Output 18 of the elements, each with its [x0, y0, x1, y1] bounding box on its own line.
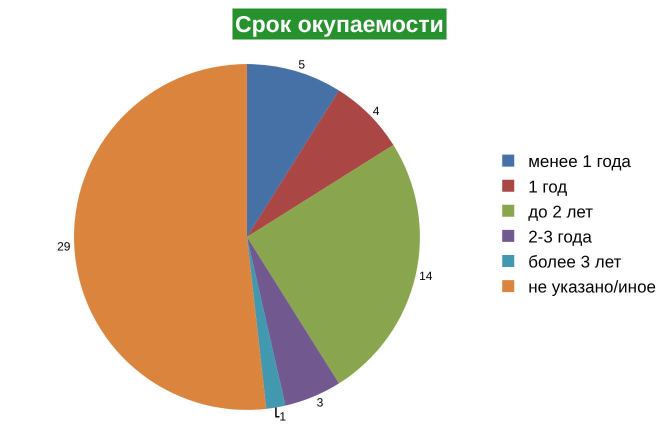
legend-label: более 3 лет	[528, 252, 622, 272]
legend-label: не указано/иное	[528, 278, 656, 297]
data-label: 3	[316, 396, 324, 410]
data-label: 14	[419, 268, 433, 283]
data-label: 29	[57, 240, 71, 254]
chart-title: Срок окупаемости	[235, 11, 444, 37]
data-label: 1	[279, 410, 286, 424]
data-label: 5	[298, 57, 306, 72]
legend-label: 1 год	[528, 177, 568, 196]
pie-slice	[246, 144, 420, 384]
pie-slice	[246, 90, 394, 237]
legend-label: менее 1 года	[528, 152, 632, 172]
data-label: 4	[372, 104, 380, 118]
pie-slice	[246, 236, 286, 409]
pie-slice	[74, 64, 266, 410]
legend-label: 2-3 года	[528, 228, 592, 247]
legend-label: до 2 лет	[528, 202, 594, 222]
pie-slice	[246, 236, 339, 406]
